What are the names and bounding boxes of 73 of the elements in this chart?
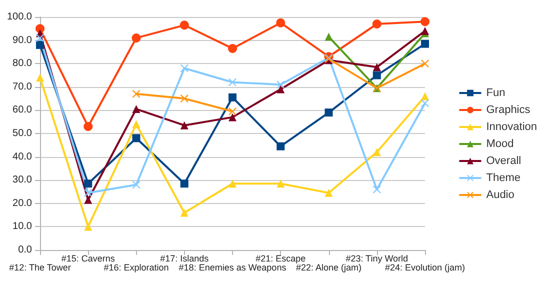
x-tick-label: #21: Escape <box>256 254 306 264</box>
legend-label: Fun <box>486 87 506 99</box>
point <box>421 26 429 35</box>
point <box>324 32 333 41</box>
point <box>132 33 141 42</box>
point <box>276 18 286 28</box>
legend-label: Audio <box>486 189 514 201</box>
point <box>372 148 381 156</box>
y-tick-label: 10.0 <box>12 221 32 232</box>
y-tick-label: 30.0 <box>12 174 32 186</box>
x-tick-label: #18: Enemies as Weapons <box>178 262 287 272</box>
point <box>132 105 140 114</box>
point <box>228 93 236 102</box>
x-tick-label: #23: Tiny World <box>346 254 408 264</box>
point <box>276 85 285 94</box>
point <box>372 19 382 28</box>
point <box>180 64 188 72</box>
point <box>132 90 140 98</box>
point <box>276 142 285 150</box>
point <box>421 40 429 48</box>
x-tick-label: #16: Exploration <box>104 262 169 272</box>
point <box>180 208 188 217</box>
point <box>372 71 381 80</box>
point <box>180 94 188 103</box>
y-tick-label: 100.0 <box>6 12 32 22</box>
x-tick-label: #15: Caverns <box>61 254 116 264</box>
y-tick-label: 20.0 <box>12 198 32 209</box>
point <box>180 121 188 130</box>
y-tick-label: 70.0 <box>12 81 32 92</box>
point <box>84 188 92 197</box>
y-tick-label: 80.0 <box>12 58 32 70</box>
point <box>36 74 44 82</box>
x-tick-label: #17: Islands <box>160 254 210 264</box>
point <box>276 80 285 89</box>
legend-label: Mood <box>486 138 514 150</box>
x-tick-label: #12: The Tower <box>9 262 71 272</box>
y-tick-label: 60.0 <box>12 104 32 116</box>
point <box>420 17 430 26</box>
point <box>132 134 140 142</box>
x-tick-label: #24: Evolution (jam) <box>384 262 466 272</box>
point <box>84 222 92 231</box>
point <box>84 122 93 132</box>
point <box>180 180 188 188</box>
point <box>132 120 140 128</box>
legend-label: Innovation <box>486 121 538 133</box>
point <box>421 99 429 108</box>
point <box>421 60 429 68</box>
point <box>84 196 92 204</box>
point <box>180 20 189 30</box>
point <box>132 180 140 189</box>
point <box>36 34 44 42</box>
point <box>228 113 236 122</box>
x-tick-label: #22: Alone (jam) <box>296 262 362 272</box>
point <box>276 180 285 188</box>
point <box>324 188 333 197</box>
point <box>84 180 92 188</box>
y-tick-label: 50.0 <box>12 128 32 139</box>
legend-label: Graphics <box>486 104 531 116</box>
legend-label: Theme <box>486 172 520 184</box>
point <box>372 185 381 194</box>
y-tick-label: 40.0 <box>12 151 32 162</box>
point <box>36 24 44 34</box>
point <box>421 92 429 100</box>
point <box>324 108 333 117</box>
point <box>372 63 381 72</box>
y-tick-label: 90.0 <box>12 34 32 46</box>
point <box>228 78 236 86</box>
legend-label: Overall <box>486 155 522 167</box>
point <box>228 107 236 116</box>
point <box>228 180 236 188</box>
point <box>228 44 237 53</box>
y-tick-label: 0.0 <box>18 244 32 256</box>
point <box>36 40 44 49</box>
